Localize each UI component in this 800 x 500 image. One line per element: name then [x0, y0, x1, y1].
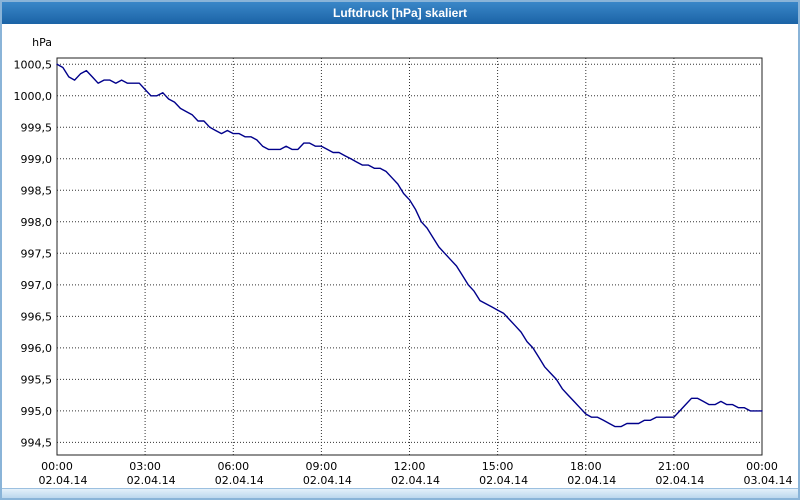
- x-tick-label: 12:00: [394, 460, 426, 473]
- y-tick-label: 999,5: [21, 121, 53, 134]
- y-tick-label: 995,5: [21, 373, 53, 386]
- x-date-label: 02.04.14: [567, 474, 616, 487]
- x-date-label: 02.04.14: [39, 474, 88, 487]
- x-date-label: 02.04.14: [215, 474, 264, 487]
- y-tick-labels: 1000,5 1000,0 999,5 999,0 998,5 998,0 997,5 997…: [14, 58, 53, 449]
- x-tick-label: 15:00: [482, 460, 514, 473]
- x-tick-label: 06:00: [217, 460, 249, 473]
- y-axis-unit-label: hPa: [32, 36, 52, 49]
- x-tick-label: 00:00: [746, 460, 778, 473]
- window-titlebar[interactable]: Luftdruck [hPa] skaliert: [2, 2, 798, 24]
- x-date-label: 02.04.14: [127, 474, 176, 487]
- y-tick-label: 996,0: [21, 342, 53, 355]
- window-footer-strip: [2, 488, 798, 498]
- gridlines: [57, 58, 762, 455]
- x-date-label: 02.04.14: [479, 474, 528, 487]
- y-tick-label: 998,0: [21, 216, 53, 229]
- y-tick-label: 999,0: [21, 153, 53, 166]
- y-tick-label: 996,5: [21, 310, 53, 323]
- x-date-labels: 02.04.14 02.04.14 02.04.14 02.04.14 02.04.14…: [39, 474, 793, 487]
- y-tick-label: 1000,5: [14, 58, 53, 71]
- x-tick-label: 09:00: [306, 460, 338, 473]
- x-date-label: 03.04.14: [744, 474, 793, 487]
- x-tick-label: 21:00: [658, 460, 690, 473]
- x-tick-label: 03:00: [129, 460, 161, 473]
- pressure-chart: hPa 1000,5 1000,0 999,5 999,0 998,5 998,0 997,5…: [14, 36, 793, 487]
- pressure-line: [56, 63, 763, 428]
- x-date-label: 02.04.14: [303, 474, 352, 487]
- window-title: Luftdruck [hPa] skaliert: [332, 6, 468, 20]
- y-tick-label: 995,0: [21, 405, 53, 418]
- y-tick-label: 997,0: [21, 279, 53, 292]
- x-tick-label: 18:00: [570, 460, 602, 473]
- y-tick-label: 1000,0: [14, 90, 53, 103]
- x-date-label: 02.04.14: [391, 474, 440, 487]
- plot-border: [56, 57, 763, 456]
- y-tick-label: 994,5: [21, 436, 53, 449]
- y-tick-label: 997,5: [21, 247, 53, 260]
- chart-region: hPa 1000,5 1000,0 999,5 999,0 998,5 998,0 997,5…: [2, 24, 798, 488]
- x-date-label: 02.04.14: [655, 474, 704, 487]
- x-tick-labels: 00:00 03:00 06:00 09:00 12:00 15:00 18:00 21:00…: [41, 460, 778, 473]
- x-tick-label: 00:00: [41, 460, 73, 473]
- y-tick-label: 998,5: [21, 184, 53, 197]
